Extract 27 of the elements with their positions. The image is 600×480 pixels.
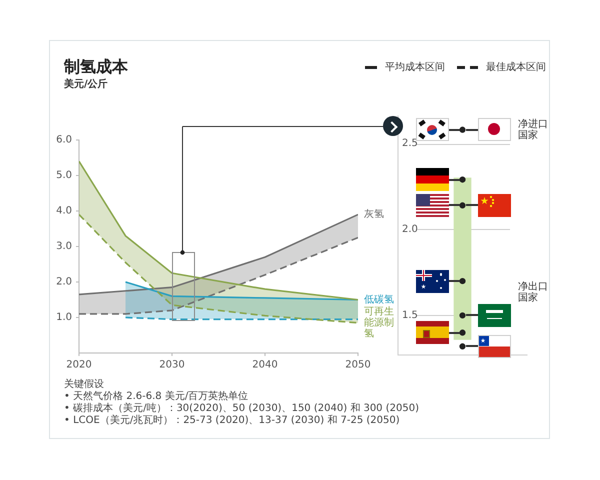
line-series	[79, 236, 358, 315]
y-tick-label: 1.0	[56, 312, 72, 324]
y-tick-label: 6.0	[56, 134, 72, 146]
series-label: 可再生能源制氢	[364, 305, 394, 340]
y-tick-label: 1.5	[402, 310, 418, 322]
chart-subtitle: 美元/公斤	[64, 77, 108, 91]
y-tick-label: 5.0	[56, 170, 72, 182]
x-tick-label: 2030	[159, 360, 185, 371]
y-tick-label: 2.5	[402, 138, 418, 150]
y-tick-label: 3.0	[56, 241, 72, 252]
x-tick-label: 2020	[66, 360, 92, 371]
text: • LCOE（美元/兆瓦时）：25-73 (2020)、13-37 (2030) 和 7-25 (2050)	[64, 415, 401, 427]
y-tick-label: 2.0	[402, 224, 418, 236]
chart-title: 制氢成本	[64, 57, 128, 78]
text: 净进口国家	[518, 118, 548, 141]
y-tick-label: 2.0	[56, 276, 72, 288]
series-label: 低碳氢	[364, 293, 394, 306]
text: 净出口国家	[518, 280, 548, 304]
legend-label: 最佳成本区间	[486, 60, 546, 74]
y-tick-label: 4.0	[56, 206, 72, 217]
text: 关键假设	[64, 379, 105, 391]
text: • 天然气价格 2.6-6.8 美元/百万英热单位	[64, 391, 250, 402]
x-tick-label: 2050	[345, 360, 371, 371]
series-label: 灰氢	[364, 209, 384, 220]
text: • 碳排成本（美元/吨）：30(2020)、50 (2030)、150 (2040) 和 300 (2050)	[64, 403, 419, 414]
x-tick-label: 2040	[252, 360, 278, 371]
legend-label: 平均成本区间	[385, 60, 445, 74]
